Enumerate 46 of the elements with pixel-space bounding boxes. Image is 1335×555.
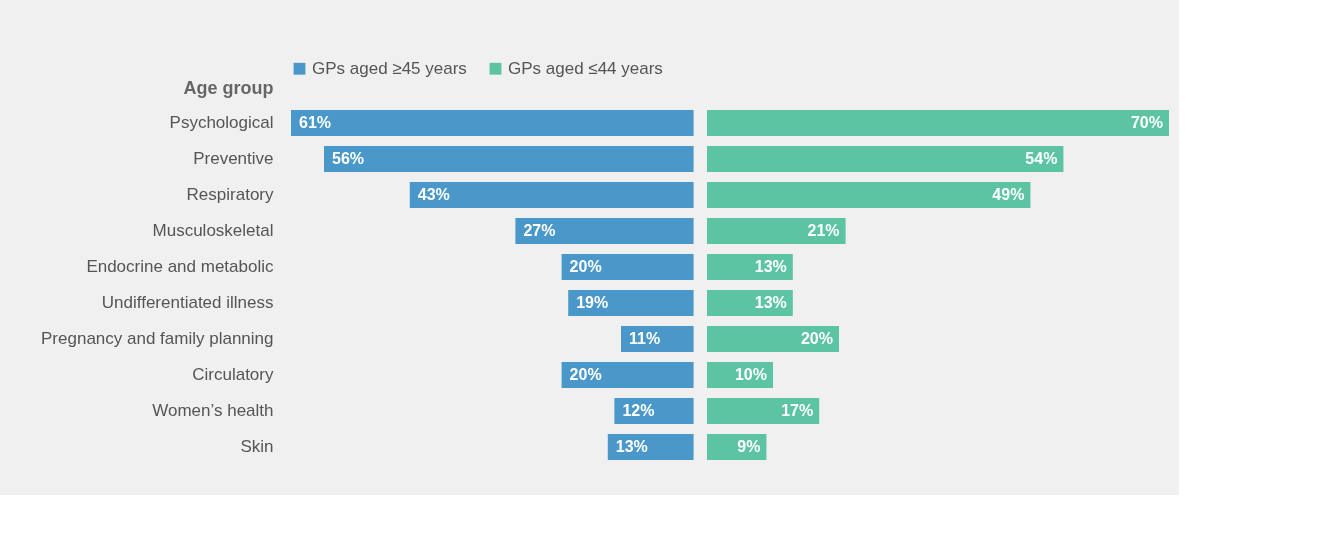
bar: [561, 362, 694, 388]
y-axis-title: Age group: [183, 77, 274, 98]
bar: [561, 254, 694, 280]
y-tick-label: Pregnancy and family planning: [41, 329, 274, 348]
data-label: 43%: [417, 186, 450, 203]
bar: [707, 182, 1031, 208]
y-tick-label: Respiratory: [186, 185, 274, 204]
legend-label: GPs aged ≥45 years: [312, 58, 467, 78]
data-label: 10%: [734, 366, 767, 383]
data-label: 13%: [754, 294, 787, 311]
y-tick-label: Circulatory: [192, 365, 274, 384]
data-label: 13%: [615, 438, 648, 455]
y-tick-label: Women’s health: [152, 401, 274, 420]
data-label: 20%: [800, 330, 833, 347]
bar: [291, 110, 694, 136]
data-label: 12%: [622, 402, 655, 419]
data-label: 9%: [737, 438, 761, 455]
data-label: 49%: [992, 186, 1025, 203]
data-label: 56%: [332, 150, 365, 167]
data-label: 13%: [754, 258, 787, 275]
bar: [707, 110, 1169, 136]
bar: [568, 290, 694, 316]
data-label: 70%: [1130, 114, 1163, 131]
y-tick-label: Psychological: [169, 113, 274, 132]
y-tick-label: Preventive: [193, 149, 274, 168]
bar: [707, 398, 820, 424]
y-tick-label: Endocrine and metabolic: [86, 257, 274, 276]
bar: [707, 218, 846, 244]
data-label: 19%: [576, 294, 609, 311]
y-tick-label: Undifferentiated illness: [101, 293, 274, 312]
bar: [707, 146, 1064, 172]
data-label: 27%: [523, 222, 556, 239]
bar: [324, 146, 694, 172]
bar: [707, 326, 839, 352]
bar: [515, 218, 694, 244]
data-label: 20%: [569, 366, 602, 383]
data-label: 54%: [1025, 150, 1058, 167]
bar: [409, 182, 694, 208]
data-label: 21%: [807, 222, 840, 239]
y-tick-label: Skin: [240, 437, 274, 456]
legend-label: GPs aged ≤44 years: [508, 58, 663, 78]
data-label: 11%: [629, 330, 661, 347]
y-tick-label: Musculoskeletal: [152, 221, 274, 240]
data-label: 20%: [569, 258, 602, 275]
data-label: 17%: [781, 402, 814, 419]
data-label: 61%: [299, 114, 332, 131]
